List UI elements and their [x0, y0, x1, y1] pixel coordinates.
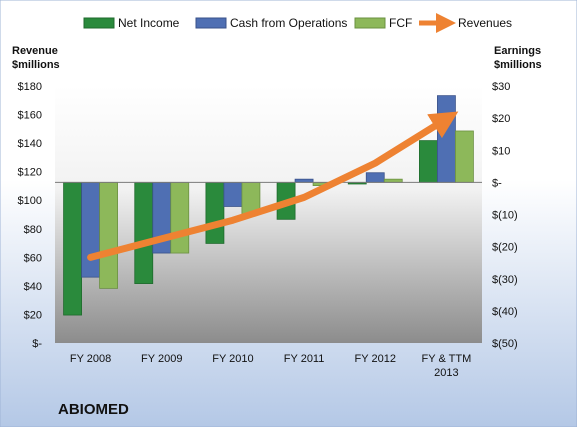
left-tick-label: $120 — [18, 167, 42, 179]
right-tick-label: $(50) — [492, 338, 518, 350]
left-axis-label-line1: Revenue — [12, 45, 58, 57]
left-tick-label: $180 — [18, 81, 42, 93]
revenue-line — [87, 111, 459, 261]
legend-label-fcf: FCF — [389, 16, 412, 30]
left-tick-label: $160 — [18, 110, 42, 122]
right-axis-label-line1: Earnings — [494, 45, 541, 57]
legend-swatch-net-income — [83, 17, 115, 29]
legend-item-net-income: Net Income — [83, 16, 180, 30]
legend-swatch-fcf — [354, 17, 386, 29]
category-label: FY 2011 — [284, 353, 325, 365]
legend-label-net-income: Net Income — [118, 16, 180, 30]
right-tick-label: $20 — [492, 113, 510, 125]
right-tick-label: $(20) — [492, 242, 518, 254]
bar-net-income — [205, 181, 225, 244]
left-tick-label: $60 — [24, 252, 42, 264]
bar-net-income — [419, 140, 438, 183]
category-label: FY & TTM 2013 — [422, 353, 472, 379]
right-tick-label: $- — [492, 177, 502, 189]
legend-label-revenues: Revenues — [458, 16, 512, 30]
legend: Net Income Cash from Operations FCF Reve… — [83, 13, 512, 33]
legend-label-cash-from-operations: Cash from Operations — [230, 16, 347, 30]
bar-net-income — [134, 181, 154, 284]
bar-cash-from-operations — [223, 181, 243, 207]
bar-cash-from-operations — [81, 181, 100, 278]
right-tick-label: $(10) — [492, 210, 518, 222]
right-tick-label: $30 — [492, 81, 510, 93]
category-label: FY 2012 — [355, 353, 396, 365]
left-tick-label: $- — [32, 338, 42, 350]
left-axis-ticks: $- $20 $40 $60 $80 $100 $120 $140 $160 $180 — [18, 81, 43, 350]
left-tick-label: $100 — [18, 195, 42, 207]
bar-fcf — [170, 181, 190, 254]
line-revenues — [87, 111, 459, 261]
bar-cash-from-operations — [437, 95, 456, 183]
legend-item-revenues: Revenues — [419, 13, 512, 33]
bar-fcf — [99, 181, 118, 289]
category-label: FY 2010 — [212, 353, 253, 365]
plot-area — [55, 86, 482, 343]
category-labels: FY 2008 FY 2009 FY 2010 FY 2011 FY 2012 FY & … — [70, 353, 471, 379]
right-tick-label: $(40) — [492, 306, 518, 318]
legend-item-fcf: FCF — [354, 16, 412, 30]
left-tick-label: $80 — [24, 224, 42, 236]
category-label: FY 2008 — [70, 353, 111, 365]
bar-cash-from-operations — [365, 172, 385, 183]
left-tick-label: $40 — [24, 281, 42, 293]
left-axis-label-line2: $millions — [12, 59, 60, 71]
category-label: FY 2009 — [141, 353, 182, 365]
legend-swatch-cash-from-operations — [195, 17, 227, 29]
right-axis-label-line2: $millions — [494, 59, 542, 71]
right-tick-label: $(30) — [492, 274, 518, 286]
right-tick-label: $10 — [492, 145, 510, 157]
right-axis-ticks: $(50) $(40) $(30) $(20) $(10) $- $10 $20 $30 — [492, 81, 518, 350]
left-tick-label: $140 — [18, 138, 42, 150]
bar-net-income — [63, 181, 82, 316]
bar-fcf — [455, 130, 474, 183]
legend-item-cash-from-operations: Cash from Operations — [195, 16, 347, 30]
left-tick-label: $20 — [24, 309, 42, 321]
company-name: ABIOMED — [58, 401, 129, 418]
